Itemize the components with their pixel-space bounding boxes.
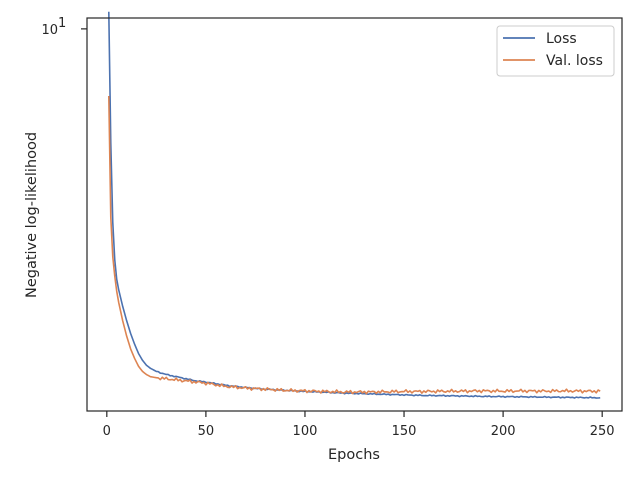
x-tick-label: 150 (392, 424, 417, 439)
x-axis-label: Epochs (328, 447, 380, 463)
series-line-loss (108, 11, 601, 399)
series-line-val-loss (108, 95, 601, 395)
plot-frame (86, 17, 623, 412)
legend-label-loss: Loss (546, 31, 577, 47)
x-tick-label: 100 (293, 424, 318, 439)
y-axis: 10 1 (41, 16, 87, 38)
y-axis-label: Negative log-likelihood (24, 132, 40, 298)
x-tick-label: 250 (590, 424, 615, 439)
x-axis: 0 50 100 150 200 250 (103, 411, 615, 439)
y-tick-label: 10 (41, 23, 58, 38)
legend-label-val-loss: Val. loss (546, 53, 603, 69)
x-tick-label: 200 (491, 424, 516, 439)
y-tick-label-exponent: 1 (58, 16, 66, 31)
legend: Loss Val. loss (496, 25, 615, 77)
plot-lines (108, 11, 601, 399)
x-tick-label: 0 (103, 424, 111, 439)
x-tick-label: 50 (198, 424, 215, 439)
